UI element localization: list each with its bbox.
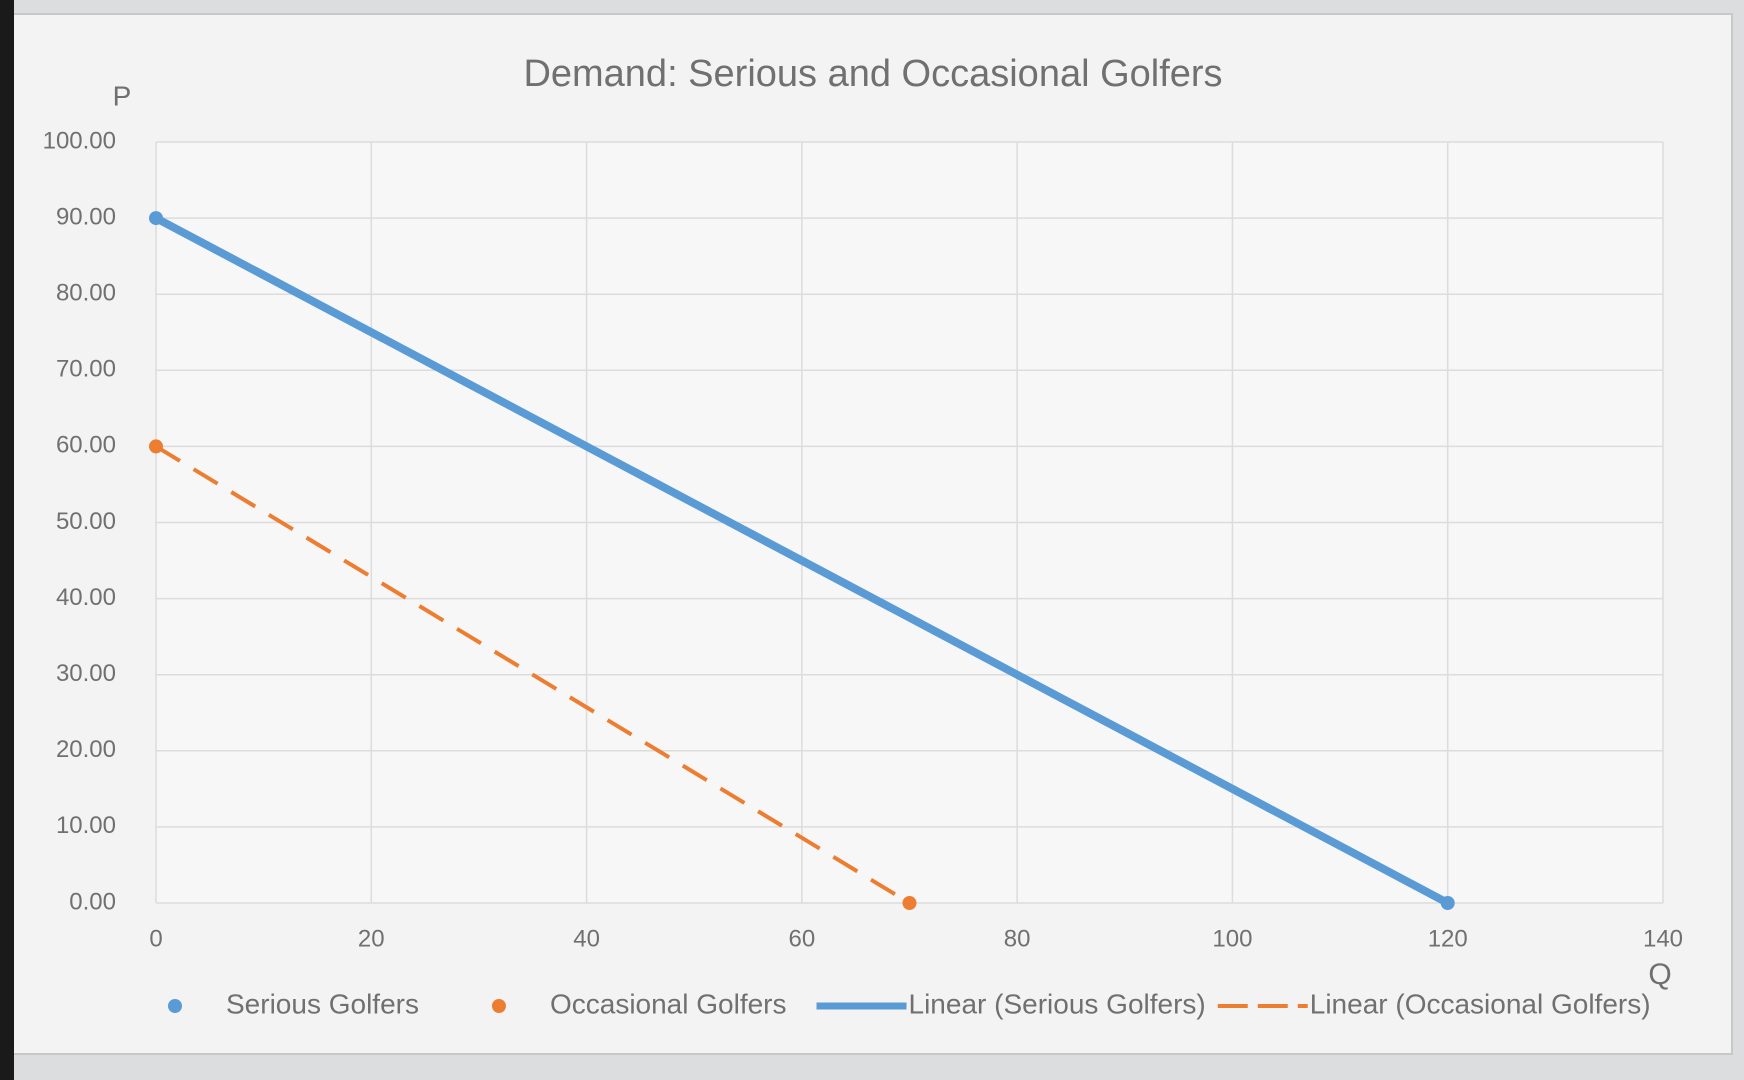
x-tick-label: 20 [358,925,385,952]
x-tick-label: 100 [1212,925,1252,952]
x-tick-label: 40 [573,925,600,952]
legend-label: Occasional Golfers [550,988,787,1019]
point [149,439,163,454]
y-tick-label: 90.00 [56,203,116,230]
x-tick-label: 120 [1428,925,1468,952]
legend-marker [168,999,182,1013]
point [149,211,163,226]
trendline [154,444,911,905]
legend-label: Serious Golfers [226,988,419,1019]
point [1440,896,1455,910]
legend-marker [491,999,506,1013]
y-tick-label: 40.00 [56,584,116,611]
legend-label: Linear (Serious Golfers) [909,988,1206,1019]
y-tick-label: 80.00 [56,280,116,307]
x-tick-label: 60 [789,925,816,952]
x-tick-label: 0 [149,925,162,952]
x-tick-label: 80 [1004,925,1031,952]
y-tick-label: 30.00 [56,660,116,687]
trendline [154,214,1450,907]
x-axis-label: Q [1648,958,1671,991]
point [902,896,917,910]
y-tick-label: 60.00 [56,432,116,459]
y-tick-label: 100.00 [43,127,116,154]
screen-edge [0,0,14,1080]
y-axis-label: P [113,80,132,111]
x-tick-label: 140 [1643,925,1683,952]
y-tick-label: 50.00 [56,508,116,535]
y-tick-label: 70.00 [56,356,116,383]
y-tick-label: 20.00 [56,736,116,763]
y-tick-label: 10.00 [56,812,116,839]
y-tick-label: 0.00 [69,888,116,915]
legend-label: Linear (Occasional Golfers) [1310,988,1651,1019]
chart-title: Demand: Serious and Occasional Golfers [523,53,1222,95]
